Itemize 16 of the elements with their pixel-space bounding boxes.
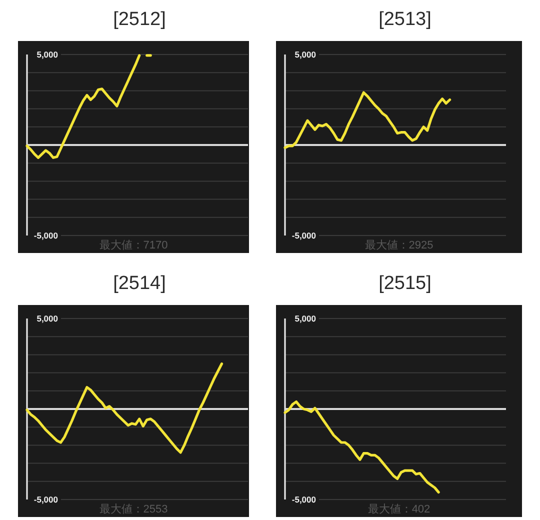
y-tick-label: 5,000 bbox=[36, 50, 58, 60]
chart-title: [2512] bbox=[113, 9, 166, 30]
y-tick-label: -5,000 bbox=[292, 494, 316, 504]
chart-title: [2514] bbox=[113, 273, 166, 294]
y-tick-label: 5,000 bbox=[294, 50, 316, 60]
text: 最大値：2553 bbox=[99, 502, 168, 516]
y-tick-label: 5,000 bbox=[36, 314, 58, 324]
text: 最大値：402 bbox=[368, 502, 430, 516]
chart-title: [2515] bbox=[378, 273, 432, 294]
y-tick-label: -5,000 bbox=[34, 230, 58, 240]
text: 最大値：2925 bbox=[364, 238, 434, 252]
text: 最大値：7170 bbox=[99, 238, 168, 252]
y-tick-label: 5,000 bbox=[294, 314, 316, 324]
y-tick-label: -5,000 bbox=[292, 230, 316, 240]
chart-title: [2513] bbox=[378, 9, 432, 30]
y-tick-label: -5,000 bbox=[34, 494, 58, 504]
